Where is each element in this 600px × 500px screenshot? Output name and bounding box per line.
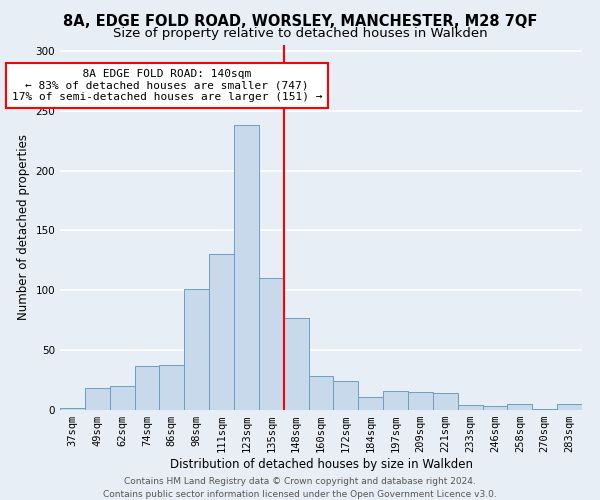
Bar	[134, 366, 160, 410]
Text: 8A, EDGE FOLD ROAD, WORSLEY, MANCHESTER, M28 7QF: 8A, EDGE FOLD ROAD, WORSLEY, MANCHESTER,…	[63, 14, 537, 29]
Bar	[160, 364, 184, 410]
Bar	[482, 406, 508, 410]
Bar	[334, 382, 358, 410]
Text: Size of property relative to detached houses in Walkden: Size of property relative to detached ho…	[113, 28, 487, 40]
Bar	[184, 289, 209, 410]
Bar	[60, 408, 85, 410]
Bar	[433, 393, 458, 410]
Bar	[110, 386, 134, 410]
Bar	[358, 397, 383, 410]
Bar	[308, 376, 334, 410]
Bar	[557, 404, 582, 410]
Bar	[284, 318, 308, 410]
Bar	[259, 278, 284, 410]
Bar	[383, 391, 408, 410]
Bar	[508, 404, 532, 410]
Bar	[234, 125, 259, 410]
Text: 8A EDGE FOLD ROAD: 140sqm  
← 83% of detached houses are smaller (747)
17% of se: 8A EDGE FOLD ROAD: 140sqm ← 83% of detac…	[11, 69, 322, 102]
Bar	[458, 405, 482, 410]
X-axis label: Distribution of detached houses by size in Walkden: Distribution of detached houses by size …	[170, 458, 473, 471]
Text: Contains HM Land Registry data © Crown copyright and database right 2024.
Contai: Contains HM Land Registry data © Crown c…	[103, 478, 497, 499]
Bar	[532, 409, 557, 410]
Bar	[85, 388, 110, 410]
Bar	[209, 254, 234, 410]
Bar	[408, 392, 433, 410]
Y-axis label: Number of detached properties: Number of detached properties	[17, 134, 30, 320]
